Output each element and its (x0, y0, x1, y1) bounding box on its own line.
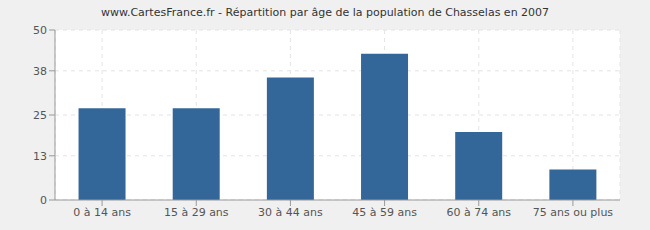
svg-text:25: 25 (33, 109, 47, 122)
svg-text:75 ans ou plus: 75 ans ou plus (533, 206, 614, 219)
svg-text:0: 0 (40, 194, 47, 207)
svg-text:38: 38 (33, 65, 47, 78)
svg-text:13: 13 (33, 150, 47, 163)
svg-text:60 à 74 ans: 60 à 74 ans (446, 206, 511, 219)
html-text:www.CartesFrance.fr - Répartit: www.CartesFrance.fr - Répartition par âg… (100, 6, 550, 19)
svg-text:50: 50 (33, 24, 47, 37)
svg-text:45 à 59 ans: 45 à 59 ans (352, 206, 417, 219)
svg-text:15 à 29 ans: 15 à 29 ans (164, 206, 229, 219)
svg-text:30 à 44 ans: 30 à 44 ans (258, 206, 323, 219)
svg-text:0 à 14 ans: 0 à 14 ans (73, 206, 131, 219)
